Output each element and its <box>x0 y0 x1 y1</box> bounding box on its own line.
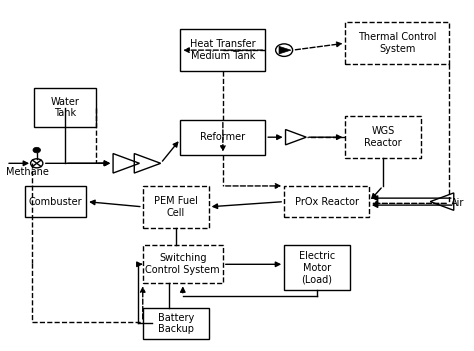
Text: Thermal Control
System: Thermal Control System <box>358 32 437 54</box>
Text: WGS
Reactor: WGS Reactor <box>364 126 402 148</box>
FancyBboxPatch shape <box>35 88 96 127</box>
FancyBboxPatch shape <box>143 245 223 284</box>
Text: PrOx Reactor: PrOx Reactor <box>294 197 358 207</box>
Text: PEM Fuel
Cell: PEM Fuel Cell <box>154 196 198 218</box>
FancyBboxPatch shape <box>25 186 86 217</box>
FancyBboxPatch shape <box>143 186 209 228</box>
FancyBboxPatch shape <box>284 245 350 290</box>
Text: Combuster: Combuster <box>29 197 82 207</box>
FancyBboxPatch shape <box>181 120 265 154</box>
Polygon shape <box>279 46 291 54</box>
Text: Reformer: Reformer <box>201 132 246 142</box>
FancyBboxPatch shape <box>143 308 209 339</box>
Circle shape <box>33 147 40 153</box>
Text: Air: Air <box>451 198 465 208</box>
Text: Water
Tank: Water Tank <box>51 97 80 118</box>
Text: Switching
Control System: Switching Control System <box>146 253 220 275</box>
Text: Heat Transfer
Medium Tank: Heat Transfer Medium Tank <box>190 39 255 61</box>
FancyBboxPatch shape <box>346 22 449 64</box>
Text: Battery
Backup: Battery Backup <box>158 313 194 334</box>
FancyBboxPatch shape <box>346 116 421 158</box>
Text: Methane: Methane <box>6 167 49 177</box>
Text: Electric
Motor
(Load): Electric Motor (Load) <box>299 251 335 284</box>
FancyBboxPatch shape <box>181 29 265 71</box>
FancyBboxPatch shape <box>284 186 369 217</box>
